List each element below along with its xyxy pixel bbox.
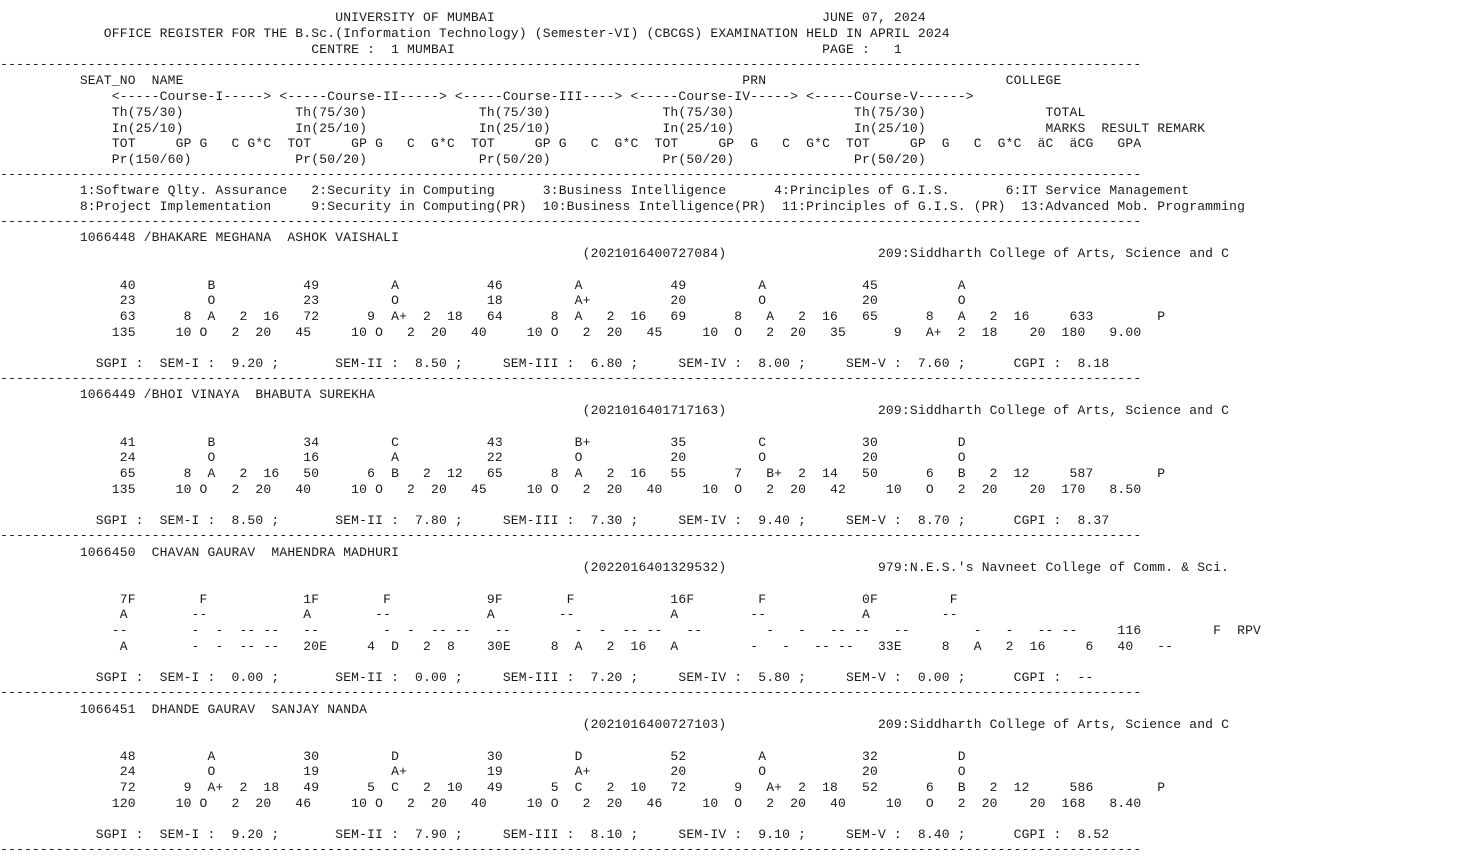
divider-rule: ----------------------------------------… — [0, 528, 1142, 543]
student-prn-college-line: (2021016400727084) 209:Siddharth College… — [0, 246, 1230, 261]
student-name-line: 1066448 /BHAKARE MEGHANA ASHOK VAISHALI — [0, 230, 400, 245]
register-title-line: OFFICE REGISTER FOR THE B.Sc.(Informatio… — [0, 26, 950, 41]
student-marks-line: 63 8 A 2 16 72 9 A+ 2 18 64 8 A 2 16 69 … — [0, 309, 1166, 324]
student-prn-college-line: (2021016400727103) 209:Siddharth College… — [0, 717, 1230, 732]
student-name-line: 1066449 /BHOI VINAYA BHABUTA SUREKHA — [0, 387, 376, 402]
student-marks-line: 135 10 O 2 20 45 10 O 2 20 40 10 O 2 20 … — [0, 325, 1142, 340]
student-marks-line: 135 10 O 2 20 40 10 O 2 20 45 10 O 2 20 … — [0, 482, 1142, 497]
student-prn-college-line: (2022016401329532) 979:N.E.S.'s Navneet … — [0, 560, 1230, 575]
divider-rule: ----------------------------------------… — [0, 214, 1142, 229]
student-marks-line: 40 B 49 A 46 A 49 A 45 A — [0, 278, 966, 293]
student-sgpi-line: SGPI : SEM-I : 8.50 ; SEM-II : 7.80 ; SE… — [0, 513, 1110, 528]
student-marks-line: 24 O 19 A+ 19 A+ 20 O 20 O — [0, 764, 966, 779]
column-header-line: Pr(150/60) Pr(50/20) Pr(50/20) Pr(50/20)… — [0, 152, 926, 167]
student-marks-line: 48 A 30 D 30 D 52 A 32 D — [0, 749, 966, 764]
student-name-line: 1066450 CHAVAN GAURAV MAHENDRA MADHURI — [0, 545, 400, 560]
student-marks-line: -- - - -- -- -- - - -- -- -- - - -- -- -… — [0, 623, 1262, 638]
course-legend-line: 1:Software Qlty. Assurance 2:Security in… — [0, 183, 1190, 198]
student-marks-line: 7F F 1F F 9F F 16F F 0F F — [0, 592, 958, 607]
student-marks-line: 24 O 16 A 22 O 20 O 20 O — [0, 450, 966, 465]
divider-rule: ----------------------------------------… — [0, 842, 1142, 857]
column-header-line: SEAT_NO NAME PRN COLLEGE — [0, 73, 1062, 88]
student-marks-line: 65 8 A 2 16 50 6 B 2 12 65 8 A 2 16 55 7… — [0, 466, 1166, 481]
student-sgpi-line: SGPI : SEM-I : 9.20 ; SEM-II : 7.90 ; SE… — [0, 827, 1110, 842]
student-marks-line: A -- A -- A -- A -- A -- — [0, 607, 958, 622]
column-header-line: <-----Course-I-----> <-----Course-II----… — [0, 89, 974, 104]
student-marks-line: 72 9 A+ 2 18 49 5 C 2 10 49 5 C 2 10 72 … — [0, 780, 1166, 795]
student-sgpi-line: SGPI : SEM-I : 9.20 ; SEM-II : 8.50 ; SE… — [0, 356, 1110, 371]
course-legend-line: 8:Project Implementation 9:Security in C… — [0, 199, 1246, 214]
student-marks-line: A - - -- -- 20E 4 D 2 8 30E 8 A 2 16 A -… — [0, 639, 1174, 654]
divider-rule: ----------------------------------------… — [0, 167, 1142, 182]
column-header-line: In(25/10) In(25/10) In(25/10) In(25/10) … — [0, 121, 1206, 136]
divider-rule: ----------------------------------------… — [0, 685, 1142, 700]
student-name-line: 1066451 DHANDE GAURAV SANJAY NANDA — [0, 702, 368, 717]
student-sgpi-line: SGPI : SEM-I : 0.00 ; SEM-II : 0.00 ; SE… — [0, 670, 1094, 685]
centre-page-line: CENTRE : 1 MUMBAI PAGE : 1 — [0, 42, 902, 57]
divider-rule: ----------------------------------------… — [0, 57, 1142, 72]
column-header-line: Th(75/30) Th(75/30) Th(75/30) Th(75/30) … — [0, 105, 1086, 120]
column-header-line: TOT GP G C G*C TOT GP G C G*C TOT GP G C… — [0, 136, 1142, 151]
student-marks-line: 23 O 23 O 18 A+ 20 O 20 O — [0, 293, 966, 308]
university-title-line: UNIVERSITY OF MUMBAI JUNE 07, 2024 — [0, 10, 926, 25]
divider-rule: ----------------------------------------… — [0, 371, 1142, 386]
student-marks-line: 120 10 O 2 20 46 10 O 2 20 40 10 O 2 20 … — [0, 796, 1142, 811]
student-prn-college-line: (2021016401717163) 209:Siddharth College… — [0, 403, 1230, 418]
student-marks-line: 41 B 34 C 43 B+ 35 C 30 D — [0, 435, 966, 450]
